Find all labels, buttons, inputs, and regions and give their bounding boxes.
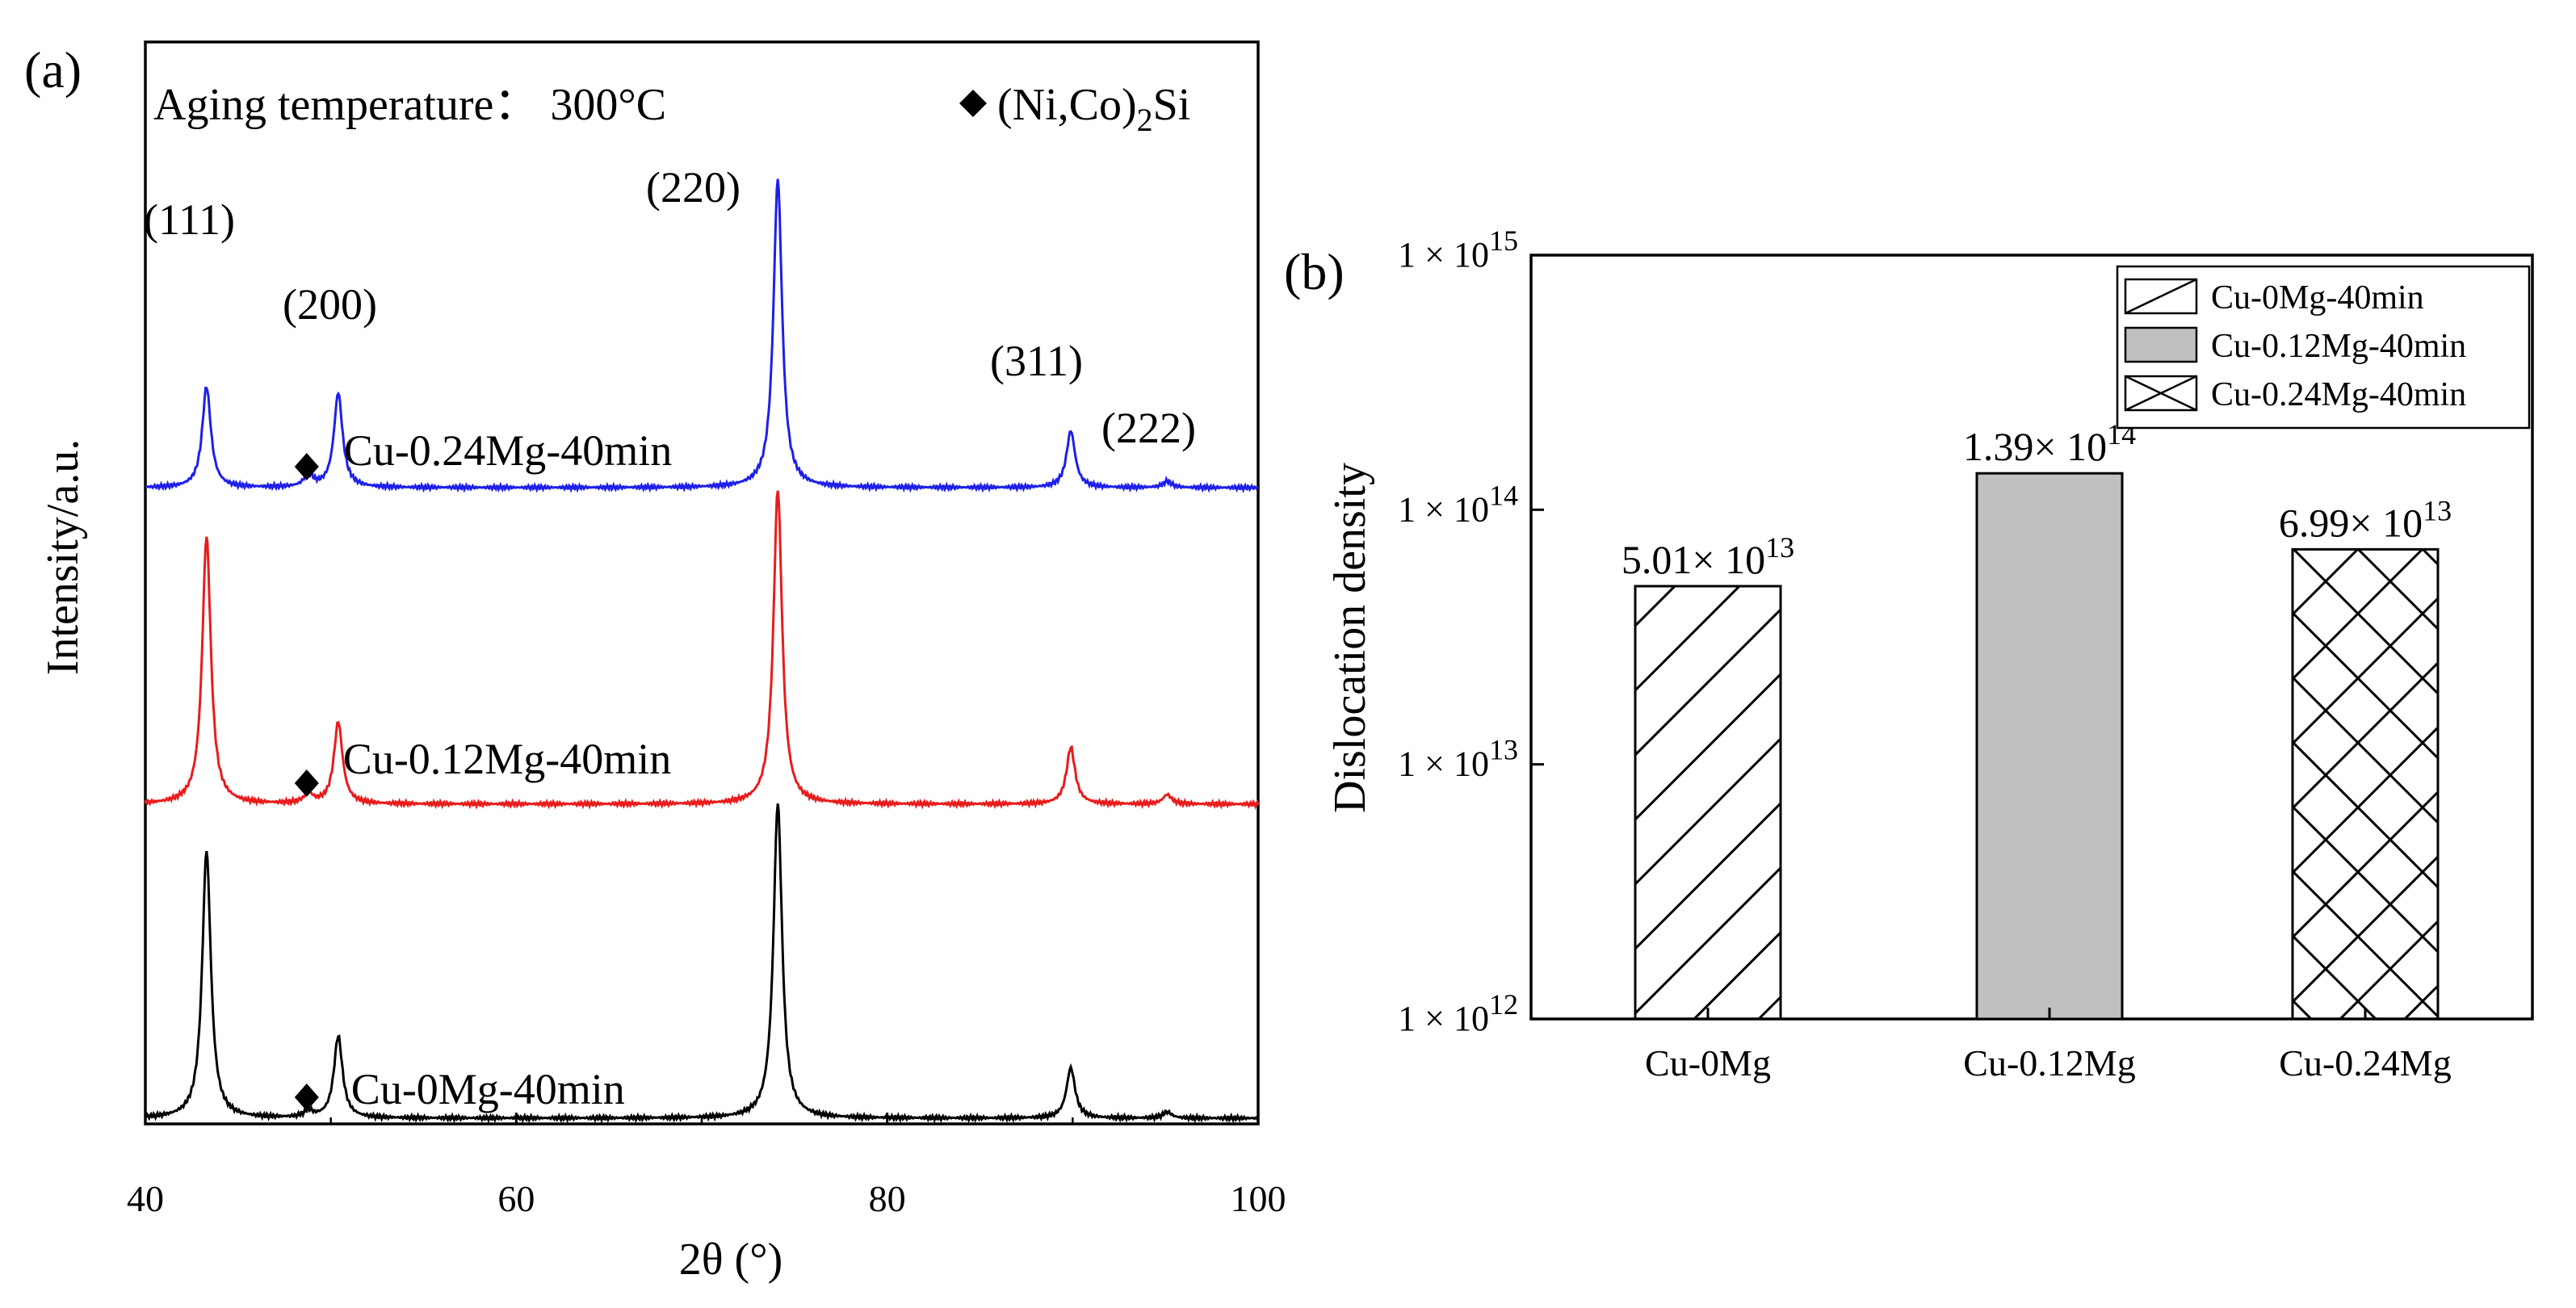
xrd-series: Cu-0.24Mg-40min Cu-0.12Mg-40min Cu-0Mg-40m… (144, 178, 1260, 1124)
value-label-Cu-0.12Mg-mantissa: 1.39× 10 (1963, 424, 2107, 469)
value-label-Cu-0Mg-mantissa: 5.01× 10 (1622, 537, 1765, 582)
series-label-Cu-0Mg-40min: Cu-0Mg-40min (351, 1065, 625, 1113)
phase-marker-Cu-0.12Mg-40min (294, 769, 319, 797)
series-label-Cu-0.24Mg-40min: Cu-0.24Mg-40min (344, 426, 673, 475)
x-tick-label: 40 (127, 1178, 164, 1219)
y-tick-label-13: 1 × 1013 (1398, 734, 1518, 784)
hkl-label-111: (111) (144, 195, 235, 244)
legend: Cu-0Mg-40min Cu-0.12Mg-40min Cu-0.24Mg-40m… (2116, 265, 2531, 430)
value-label-Cu-0Mg: 5.01× 1013 (1622, 531, 1794, 582)
hkl-labels: (111) (200) (220) (311) (222) (144, 163, 1196, 452)
series-line-Cu-0.12Mg-40min (144, 490, 1260, 811)
legend-swatch-Cu-0.12Mg-40min (2124, 326, 2198, 363)
phase-legend-label-sub: 2 (1137, 102, 1153, 138)
series-line-Cu-0Mg-40min (145, 803, 1259, 1124)
legend-swatch-Cu-0.24Mg-40min (2124, 375, 2198, 412)
legend-label-Cu-0.24Mg-40min: Cu-0.24Mg-40min (2211, 376, 2466, 413)
y-tick-label-12-mantissa: 1 × 10 (1398, 999, 1489, 1038)
hkl-label-222: (222) (1101, 404, 1196, 452)
y-axis-title-b: Dislocation density (1325, 463, 1375, 813)
value-label-Cu-0.24Mg-exponent: 13 (2423, 494, 2452, 526)
phase-legend-label-suffix: Si (1153, 80, 1191, 130)
y-tick-label-12: 1 × 1012 (1398, 988, 1518, 1038)
x-axis-title: 2θ (°) (679, 1235, 783, 1285)
panel-b-label: (b) (1284, 243, 1345, 300)
category-label-Cu-0.24Mg: Cu-0.24Mg (2279, 1042, 2451, 1084)
legend-swatch-hatch (2125, 278, 2197, 315)
hkl-label-311: (311) (990, 337, 1083, 385)
x-tick-label: 100 (1231, 1178, 1286, 1219)
phase-legend-diamond (959, 90, 987, 117)
category-label-Cu-0Mg: Cu-0Mg (1645, 1042, 1771, 1084)
y-tick-label-12-exponent: 12 (1489, 988, 1518, 1021)
phase-marker-Cu-0Mg-40min (294, 1084, 319, 1111)
bar-Cu-0.24Mg (2291, 547, 2440, 1021)
y-tick-label-15-mantissa: 1 × 10 (1398, 235, 1489, 275)
phase-legend-label-main: (Ni,Co) (997, 80, 1137, 130)
y-tick-label-15: 1 × 1015 (1398, 224, 1518, 275)
category-label-Cu-0.12Mg: Cu-0.12Mg (1963, 1042, 2135, 1084)
value-label-Cu-0.24Mg: 6.99× 1013 (2279, 494, 2452, 545)
hkl-label-200: (200) (283, 280, 377, 329)
value-label-Cu-0.24Mg-mantissa: 6.99× 10 (2279, 500, 2423, 545)
y-tick-label-13-mantissa: 1 × 10 (1398, 744, 1489, 784)
panel-a-xrd: (a) Aging temperature： 300°C (Ni,Co)2Si … (24, 40, 1286, 1285)
bar-Cu-0Mg (1634, 585, 1782, 1021)
series-line-Cu-0.24Mg-40min (145, 178, 1259, 494)
y-tick-label-13-exponent: 13 (1489, 734, 1518, 766)
series-label-Cu-0.12Mg-40min: Cu-0.12Mg-40min (343, 735, 672, 783)
value-label-Cu-0Mg-exponent: 13 (1765, 531, 1794, 564)
y-tick-label-14: 1 × 1014 (1398, 479, 1518, 529)
y-axis-title: Intensity/a.u. (38, 439, 88, 675)
x-axis-ticks: 40 60 80 100 (127, 1113, 1286, 1219)
panel-a-label: (a) (24, 41, 82, 99)
y-tick-label-14-mantissa: 1 × 10 (1398, 489, 1489, 529)
value-label-Cu-0.12Mg: 1.39× 1014 (1963, 418, 2136, 469)
legend-label-Cu-0Mg-40min: Cu-0Mg-40min (2211, 279, 2424, 317)
y-tick-label-15-exponent: 15 (1489, 224, 1518, 257)
x-tick-label: 80 (869, 1178, 906, 1219)
y-tick-label-14-exponent: 14 (1489, 479, 1518, 511)
legend-swatch-Cu-0Mg-40min (2124, 278, 2198, 315)
bar-Cu-0.12Mg (1975, 472, 2124, 1021)
phase-legend-label: (Ni,Co)2Si (997, 80, 1190, 138)
hkl-label-220: (220) (646, 163, 740, 212)
legend-swatch-hatch (2125, 375, 2197, 412)
legend-label-Cu-0.12Mg-40min: Cu-0.12Mg-40min (2211, 328, 2466, 365)
x-tick-label: 60 (497, 1178, 535, 1219)
aging-temperature-annotation: Aging temperature： 300°C (153, 80, 666, 130)
phase-marker-Cu-0.24Mg-40min (294, 453, 319, 480)
